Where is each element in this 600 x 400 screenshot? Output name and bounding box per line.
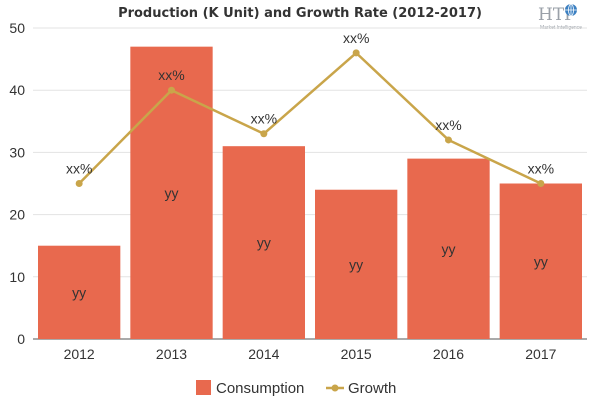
y-tick-label: 30: [9, 144, 25, 160]
y-axis: 0 10 20 30 40 50: [9, 20, 25, 347]
x-tick-label: 2016: [433, 346, 464, 362]
y-tick-label: 20: [9, 207, 25, 223]
x-tick-label: 2013: [156, 346, 187, 362]
legend-label-growth: Growth: [348, 380, 396, 397]
x-tick-label: 2012: [64, 346, 95, 362]
chart-title: Production (K Unit) and Growth Rate (201…: [118, 6, 482, 21]
growth-label: xx%: [158, 67, 184, 83]
growth-point: [168, 86, 175, 94]
bar: [407, 158, 490, 339]
x-tick-label: 2017: [525, 346, 556, 362]
bar-series: [38, 46, 582, 339]
y-tick-label: 10: [9, 269, 25, 285]
y-tick-label: 0: [17, 331, 25, 347]
growth-label: xx%: [66, 161, 92, 177]
x-tick-label: 2014: [248, 346, 279, 362]
bar: [130, 46, 213, 339]
growth-point: [260, 130, 268, 138]
growth-label: xx%: [251, 111, 277, 127]
x-axis: 2012 2013 2014 2015 2016 2017: [64, 346, 557, 362]
bar: [38, 245, 121, 339]
bar-labels: yy yy yy yy yy yy: [72, 185, 548, 301]
y-tick-label: 50: [9, 20, 25, 36]
growth-point: [445, 136, 452, 144]
growth-series: [75, 49, 545, 187]
bar-label: yy: [442, 241, 456, 257]
growth-point: [537, 180, 545, 187]
bar-label: yy: [72, 284, 86, 300]
bar-label: yy: [165, 185, 179, 201]
bar-label: yy: [257, 235, 271, 251]
bar: [222, 146, 305, 339]
globe-icon: [565, 3, 577, 17]
bar: [499, 183, 582, 339]
bar: [315, 189, 398, 339]
growth-point: [352, 49, 360, 57]
legend-swatch-consumption: [196, 380, 211, 395]
x-tick-label: 2015: [341, 346, 372, 362]
legend-swatch-growth-marker: [331, 384, 339, 392]
bar-label: yy: [534, 253, 548, 269]
growth-line: [78, 51, 542, 185]
htf-logo: HTF Market Intelligence: [538, 3, 582, 31]
growth-label: xx%: [435, 117, 461, 133]
growth-label: xx%: [528, 161, 554, 177]
legend: Consumption Growth: [196, 380, 396, 397]
bar-label: yy: [349, 256, 363, 272]
growth-labels: xx% xx% xx% xx% xx% xx%: [66, 30, 554, 177]
legend-label-consumption: Consumption: [216, 380, 304, 397]
y-tick-label: 40: [9, 82, 25, 98]
growth-point: [75, 180, 83, 187]
gridlines: [33, 27, 587, 340]
growth-label: xx%: [343, 30, 369, 46]
